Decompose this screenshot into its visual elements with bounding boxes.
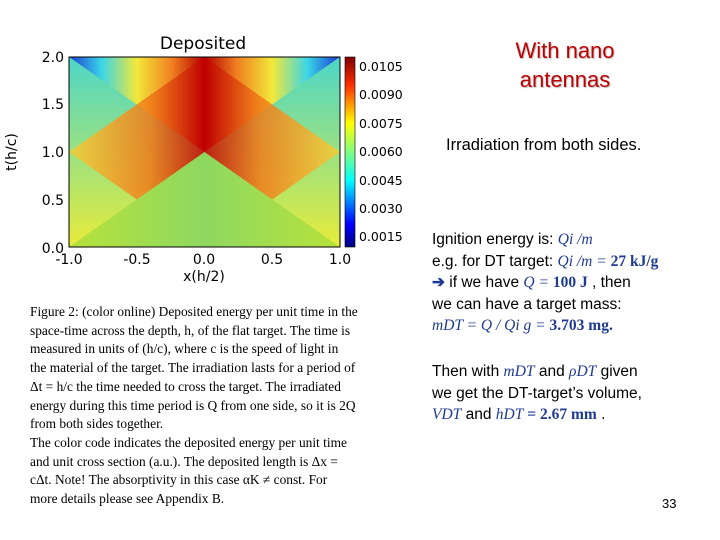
ignition-energy-block: Ignition energy is: Qi /m e.g. for DT ta…	[432, 229, 658, 337]
colorbar-tick-label: 0.0105	[359, 59, 403, 74]
arrow-icon: ➔	[432, 274, 445, 291]
y-axis: 2.0 1.5 1.0 0.5 0.0	[42, 50, 64, 257]
caption-line: cΔt. Note! The absorptivity in this case…	[30, 472, 328, 488]
colorbar-tick-label: 0.0015	[359, 229, 403, 244]
body-text: e.g. for DT target:	[432, 252, 558, 270]
body-text: Ignition energy is:	[432, 231, 558, 248]
caption-line: space-time across the depth, h, of the f…	[30, 322, 351, 338]
body-text: and	[461, 406, 496, 423]
slide-title-line: antennas	[519, 67, 611, 92]
deposited-energy-figure: Deposited 2.0 1.5 1.0 0.5 0.0 t(h/c) -1.…	[4, 34, 403, 285]
body-line: mDT = Q / Qi g = 3.703 mg.	[432, 315, 658, 337]
colorbar-tick-label: 0.0090	[359, 87, 403, 102]
x-axis-label: x(h/2)	[183, 269, 225, 285]
y-tick-label: 0.0	[42, 241, 64, 257]
colorbar-tick-label: 0.0045	[359, 173, 403, 188]
slide-subtitle: Irradiation from both sides.	[446, 136, 642, 154]
body-text: we can have a target mass:	[432, 295, 622, 313]
math-expression: VDT	[432, 406, 462, 423]
heatmap	[68, 56, 341, 248]
volume-block: Then with mDT and ρDT given we get the D…	[432, 361, 642, 426]
heatmap-lower-triangle	[69, 152, 340, 247]
caption-line: measured in units of (h/c), where c is t…	[30, 341, 339, 357]
x-tick-label: -0.5	[123, 252, 150, 268]
body-text: .	[596, 406, 606, 423]
y-tick-label: 0.5	[42, 193, 64, 209]
colorbar	[344, 56, 356, 248]
math-expression: Qi /m =	[557, 252, 611, 270]
caption-line: the material of the target. The irradiat…	[30, 360, 356, 376]
body-text: we get the DT-target’s volume,	[432, 384, 642, 402]
caption-line: from both sides together.	[30, 416, 164, 432]
math-value: 27 kJ/g	[610, 252, 659, 270]
caption-line: Δt = h/c the time needed to cross the ta…	[30, 378, 341, 394]
x-tick-label: 0.0	[193, 252, 215, 268]
body-line: Ignition energy is: Qi /m	[432, 229, 658, 251]
caption-line: Figure 2: (color online) Deposited energ…	[30, 304, 358, 319]
caption-line: The color code indicates the deposited e…	[30, 434, 347, 450]
math-expression: Q =	[523, 274, 553, 291]
body-line: e.g. for DT target: Qi /m = 27 kJ/g	[432, 251, 658, 273]
body-text: if we have	[445, 274, 524, 291]
slide-title-line: With nano	[515, 38, 615, 63]
colorbar-tick-label: 0.0075	[359, 116, 403, 131]
body-line: we can have a target mass:	[432, 294, 658, 316]
body-line: we get the DT-target’s volume,	[432, 383, 642, 405]
math-value: 3.703 mg.	[549, 317, 613, 334]
math-value: = 2.67 mm	[523, 406, 597, 423]
colorbar-tick-label: 0.0060	[359, 144, 403, 159]
y-tick-label: 2.0	[42, 50, 64, 66]
figure-caption: Figure 2: (color online) Deposited energ…	[30, 303, 410, 509]
caption-line: energy during this time period is Q from…	[30, 397, 356, 413]
x-axis: -1.0 -0.5 0.0 0.5 1.0	[55, 252, 351, 268]
y-tick-label: 1.5	[42, 97, 64, 113]
math-expression: ρDT	[569, 363, 597, 380]
math-value: 100 J	[552, 274, 588, 291]
caption-line: more details please see Appendix B.	[30, 491, 225, 507]
y-tick-label: 1.0	[42, 145, 64, 161]
body-text: , then	[587, 274, 631, 291]
x-tick-label: 1.0	[329, 252, 351, 268]
y-axis-label: t(h/c)	[4, 133, 20, 171]
math-expression: Qi /m	[557, 231, 593, 248]
math-expression: mDT	[503, 363, 535, 380]
page-number: 33	[662, 496, 677, 511]
body-text: and	[534, 363, 570, 380]
caption-line: and unit cross section (a.u.). The depos…	[30, 453, 338, 469]
x-tick-label: -1.0	[55, 252, 82, 268]
slide-title: With nano antennas	[470, 36, 660, 94]
colorbar-tick-label: 0.0030	[359, 201, 403, 216]
math-expression: hDT	[495, 406, 524, 423]
body-text: Then with	[432, 363, 504, 380]
colorbar-ticks: 0.0105 0.0090 0.0075 0.0060 0.0045 0.003…	[359, 59, 403, 244]
math-expression: mDT = Q / Qi g =	[432, 317, 550, 334]
body-text: given	[596, 363, 638, 380]
plot-title: Deposited	[160, 34, 246, 54]
x-tick-label: 0.5	[261, 252, 283, 268]
body-line: VDT and hDT = 2.67 mm .	[432, 404, 642, 426]
body-line: Then with mDT and ρDT given	[432, 361, 642, 383]
body-line: ➔ if we have Q = 100 J , then	[432, 272, 658, 294]
